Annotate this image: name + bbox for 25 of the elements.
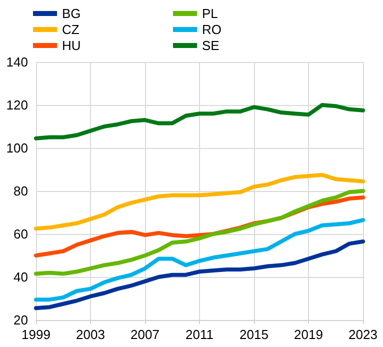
x-tick-label: 2019	[294, 327, 323, 342]
legend-label: HU	[62, 38, 81, 53]
y-tick-label: 20	[14, 312, 28, 328]
legend-label: BG	[62, 6, 81, 21]
line-series	[34, 218, 365, 302]
y-tick-label: 60	[14, 226, 28, 242]
y-tick-label: 100	[6, 140, 28, 156]
legend-label: PL	[202, 6, 218, 21]
x-tick-label: 2015	[240, 327, 268, 342]
line-series	[34, 189, 365, 276]
y-tick-label: 140	[6, 54, 28, 70]
y-tick-label: 120	[6, 98, 28, 112]
y-tick-label: 80	[14, 184, 28, 198]
legend-label: RO	[202, 22, 222, 37]
x-tick-label: 2007	[130, 327, 160, 342]
x-tick-label: 2011	[186, 327, 214, 342]
y-tick-label: 40	[14, 270, 28, 284]
x-tick-label: 1999	[22, 327, 50, 342]
line-series	[34, 103, 365, 140]
legend-label: SE	[202, 38, 220, 53]
line-series	[34, 240, 365, 310]
x-tick-label: 2003	[76, 327, 105, 342]
legend-label: CZ	[62, 22, 80, 37]
line-series	[34, 172, 365, 231]
x-tick-label: 2023	[348, 327, 378, 342]
